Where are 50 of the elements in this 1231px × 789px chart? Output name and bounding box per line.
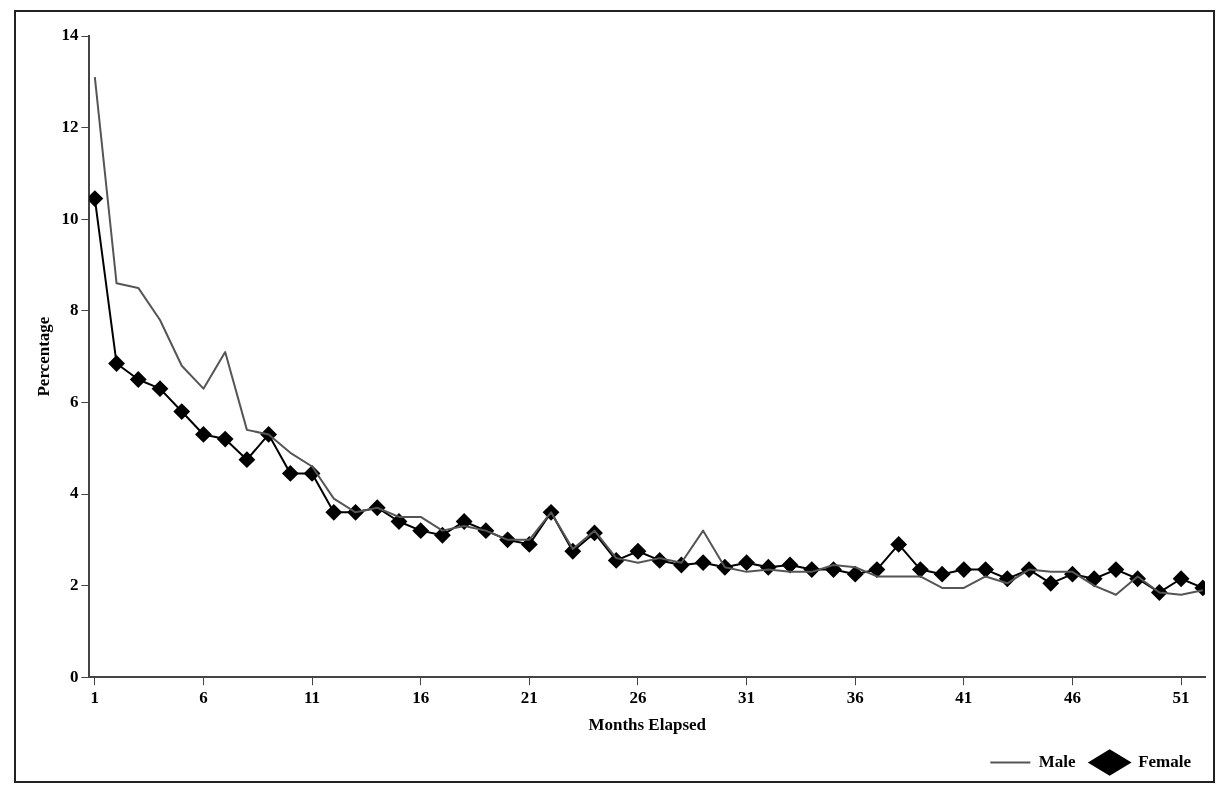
- y-tick-label: 10: [61, 208, 79, 228]
- point: [1042, 575, 1059, 592]
- point: [152, 380, 169, 397]
- point: [108, 355, 125, 372]
- point: [456, 513, 473, 530]
- x-tick-label: 1: [90, 687, 100, 707]
- point: [695, 554, 712, 571]
- x-tick-label: 41: [955, 687, 973, 707]
- point: [195, 426, 212, 443]
- point: [782, 556, 799, 573]
- point: [847, 566, 864, 583]
- point: [130, 371, 147, 388]
- x-tick-label: 36: [846, 687, 864, 707]
- point: [173, 403, 190, 420]
- y-tick-label: 4: [69, 483, 79, 503]
- point: [890, 536, 907, 553]
- x-tick-label: 31: [738, 687, 756, 707]
- point: [629, 543, 646, 560]
- point: [912, 561, 929, 578]
- legend-label: Female: [1138, 751, 1192, 771]
- point: [1086, 570, 1103, 587]
- x-tick-label: 26: [629, 687, 647, 707]
- x-tick-label: 46: [1063, 687, 1081, 707]
- point: [217, 431, 234, 448]
- x-tick-label: 6: [199, 687, 208, 707]
- legend-label: Male: [1038, 751, 1077, 771]
- point: [1173, 570, 1190, 587]
- y-tick-label: 6: [69, 391, 79, 411]
- x-tick-label: 11: [304, 687, 321, 707]
- point: [238, 451, 255, 468]
- point: [955, 561, 972, 578]
- x-axis-title: Months Elapsed: [588, 715, 707, 735]
- x-tick-label: 16: [412, 687, 430, 707]
- y-tick-label: 14: [61, 25, 79, 45]
- point: [282, 465, 299, 482]
- point: [412, 522, 429, 539]
- point: [738, 554, 755, 571]
- y-tick-label: 0: [69, 666, 79, 686]
- point: [868, 561, 885, 578]
- y-axis-title: Percentage: [33, 316, 53, 397]
- point: [934, 566, 951, 583]
- point: [434, 527, 451, 544]
- x-tick-label: 51: [1172, 687, 1190, 707]
- point: [977, 561, 994, 578]
- y-tick-label: 12: [61, 116, 79, 136]
- y-tick-label: 8: [69, 300, 79, 320]
- y-tick-label: 2: [69, 574, 79, 594]
- point: [325, 504, 342, 521]
- x-tick-label: 21: [520, 687, 538, 707]
- point: [1107, 561, 1124, 578]
